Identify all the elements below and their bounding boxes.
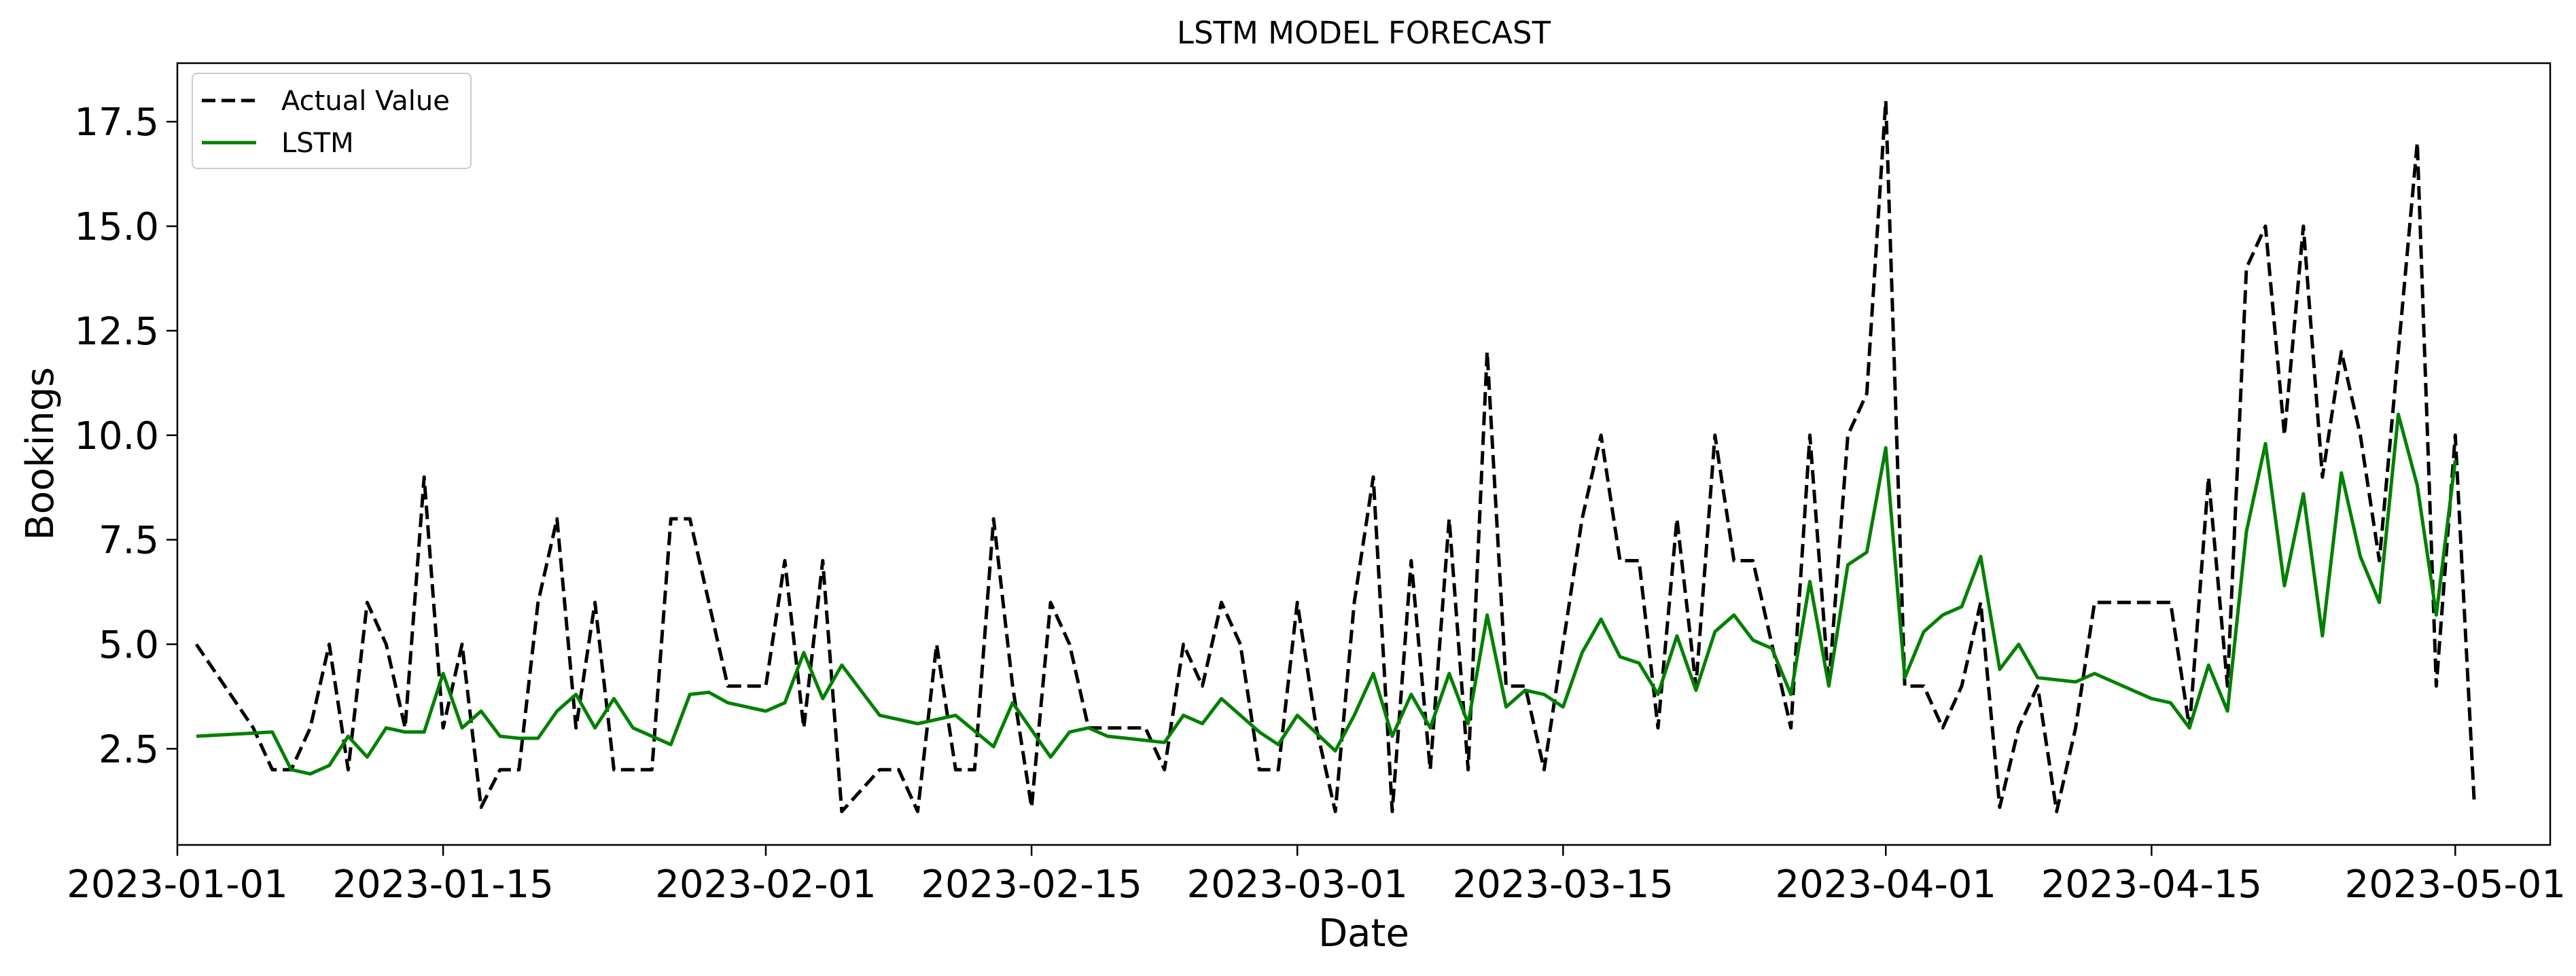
y-tick-label: 15.0 (74, 205, 159, 249)
x-tick-label: 2023-05-01 (2345, 863, 2566, 907)
y-tick-label: 10.0 (74, 414, 159, 458)
y-axis-label: Bookings (18, 367, 63, 540)
y-tick-label: 17.5 (74, 101, 159, 145)
x-tick-label: 2023-02-15 (921, 863, 1142, 907)
x-axis-ticks: 2023-01-01 2023-01-15 2023-02-01 2023-02-15… (67, 845, 2566, 907)
x-tick-label: 2023-01-01 (67, 863, 287, 907)
y-tick-label: 5.0 (99, 623, 159, 668)
y-tick-label: 2.5 (99, 727, 159, 772)
x-tick-label: 2023-02-01 (655, 863, 876, 907)
x-tick-label: 2023-04-01 (1776, 863, 1996, 907)
x-tick-label: 2023-04-15 (2041, 863, 2262, 907)
y-tick-label: 12.5 (74, 310, 159, 354)
series-line-lstm (196, 412, 2457, 776)
legend-label-actual: Actual Value (281, 86, 450, 117)
x-tick-label: 2023-03-01 (1186, 863, 1407, 907)
plot-area (194, 98, 2476, 814)
series-line-actual-value (194, 98, 2476, 814)
legend-box (192, 73, 472, 169)
y-tick-label: 7.5 (99, 519, 159, 563)
legend: Actual Value LSTM (192, 73, 472, 169)
plot-frame (176, 62, 2552, 846)
x-tick-label: 2023-01-15 (332, 863, 553, 907)
chart-title: LSTM MODEL FORECAST (1177, 15, 1551, 51)
x-axis-label: Date (1318, 911, 1409, 956)
legend-label-lstm: LSTM (281, 128, 354, 159)
y-axis-ticks: 2.5 5.0 7.5 10.0 12.5 15.0 17.5 (74, 101, 177, 772)
x-tick-label: 2023-03-15 (1453, 863, 1674, 907)
series-layer (194, 98, 2476, 814)
